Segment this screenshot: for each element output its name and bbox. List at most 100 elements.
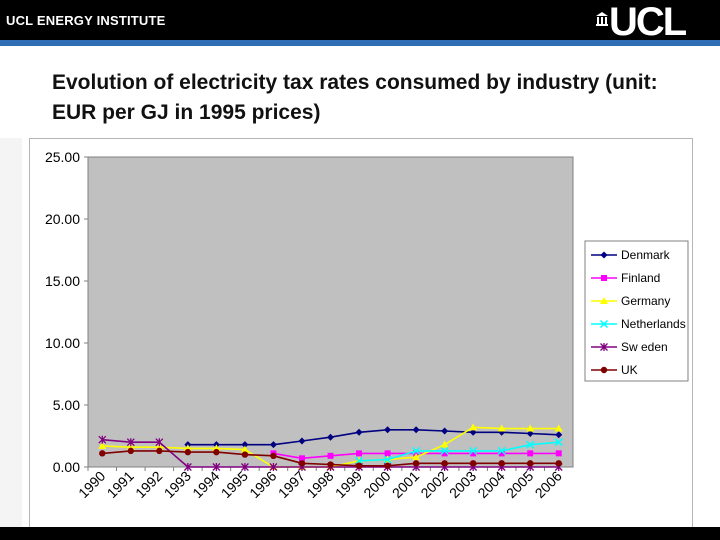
data-point: [555, 460, 562, 467]
data-point: [469, 428, 477, 436]
x-tick-label: 2006: [532, 468, 565, 501]
data-point: [184, 448, 192, 456]
series-group: [98, 423, 563, 471]
data-point: [412, 460, 420, 467]
data-point: [212, 463, 221, 471]
data-point: [412, 426, 420, 434]
header-bar: UCL ENERGY INSTITUTE UCL: [0, 0, 720, 44]
legend-item: UK: [591, 363, 638, 377]
plot-area: [87, 156, 574, 468]
legend-item: Denmark: [591, 248, 671, 262]
data-point: [213, 448, 220, 456]
data-point: [555, 431, 563, 439]
data-point: [384, 450, 391, 457]
data-point: [469, 446, 478, 455]
x-tick-label: 1999: [332, 468, 365, 501]
series-line: [187, 429, 559, 446]
legend-marker: [600, 343, 608, 351]
legend-marker: [600, 251, 608, 259]
data-point: [498, 460, 505, 467]
data-point: [99, 450, 106, 457]
data-point: [269, 463, 278, 471]
legend-marker: [599, 319, 609, 329]
data-point: [383, 455, 392, 464]
data-point: [440, 446, 449, 455]
data-point: [155, 438, 164, 447]
data-point: [327, 452, 334, 459]
ucl-logo[interactable]: UCL: [596, 0, 706, 44]
data-point: [497, 446, 506, 455]
y-tick-label: 25.00: [45, 149, 80, 165]
header-accent-stripe: [0, 40, 720, 46]
data-point: [384, 426, 392, 434]
data-point: [355, 462, 363, 469]
data-point: [98, 441, 107, 449]
data-point: [526, 424, 535, 432]
data-point: [384, 462, 391, 469]
data-point: [269, 441, 277, 449]
data-point: [327, 461, 334, 468]
data-point: [240, 445, 249, 453]
legend: Denmark Finland Germany Netherlands Sw eden U…: [584, 240, 689, 382]
data-point: [440, 440, 449, 448]
legend-item: Germany: [591, 294, 670, 308]
x-tick-label: 2002: [417, 468, 450, 501]
data-point: [526, 430, 534, 438]
data-point: [412, 453, 421, 461]
y-tick-label: 0.00: [53, 459, 80, 475]
legend-marker: [601, 275, 607, 281]
data-point: [298, 455, 305, 462]
data-point: [441, 450, 448, 457]
legend-item: Finland: [591, 271, 660, 285]
legend-item: Netherlands: [591, 317, 686, 331]
y-tick-label: 5.00: [53, 397, 80, 413]
x-tick-label: 1990: [75, 468, 108, 501]
legend-label: Denmark: [621, 248, 671, 262]
portico-icon: [596, 12, 608, 26]
legend-item: Sw eden: [591, 340, 668, 354]
data-point: [98, 435, 107, 444]
x-tick-label: 1995: [218, 468, 251, 501]
data-point: [355, 428, 363, 436]
data-point: [127, 447, 134, 455]
logo-text: UCL: [609, 0, 687, 44]
x-tick-label: 1992: [132, 468, 165, 501]
x-tick-label: 1996: [246, 468, 279, 501]
data-point: [469, 423, 478, 431]
data-point: [527, 460, 534, 467]
institute-name: UCL ENERGY INSTITUTE: [6, 13, 166, 28]
series-uk: [99, 447, 562, 469]
data-point: [555, 450, 562, 457]
data-point: [240, 463, 249, 471]
x-tick-label: 2000: [360, 468, 393, 501]
x-tick-label: 2001: [389, 468, 422, 501]
x-tick-label: 2005: [503, 468, 536, 501]
data-point: [554, 424, 563, 432]
series-line: [358, 441, 559, 462]
x-tick-label: 1993: [161, 468, 194, 501]
x-tick-label: 1998: [303, 468, 336, 501]
x-tick-label: 2003: [446, 468, 479, 501]
y-tick-label: 10.00: [45, 335, 80, 351]
data-point: [554, 438, 563, 447]
y-axis: 0.00 5.00 10.00 15.00 20.00 25.00: [45, 149, 89, 475]
x-tick-label: 2004: [474, 468, 507, 501]
x-axis: 1990199119921993199419951996199719981999…: [75, 466, 573, 501]
data-point: [298, 460, 306, 467]
data-point: [441, 460, 448, 467]
data-point: [241, 441, 249, 449]
data-point: [270, 452, 277, 460]
series-denmark: [184, 426, 563, 449]
y-tick-label: 15.00: [45, 273, 80, 289]
data-point: [441, 427, 449, 435]
legend-label: Finland: [621, 271, 660, 285]
series-netherlands: [354, 438, 563, 465]
footer-bar: [0, 527, 720, 540]
x-tick-label: 1997: [275, 468, 308, 501]
left-margin: [0, 138, 22, 540]
slide-title: Evolution of electricity tax rates consu…: [52, 71, 658, 124]
data-point: [126, 438, 135, 447]
data-point: [497, 424, 506, 432]
legend-marker: [600, 366, 608, 374]
